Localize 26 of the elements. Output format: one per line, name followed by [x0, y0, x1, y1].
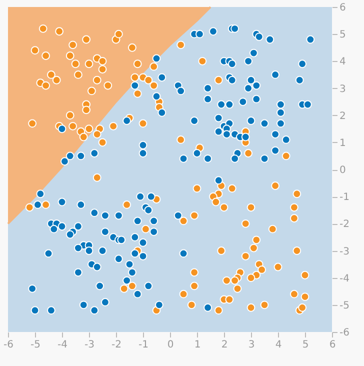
y-tick-label: -6 [340, 328, 350, 338]
y-tick-label: 3 [340, 84, 346, 95]
y-tick-label: -5 [340, 300, 350, 312]
y-tick-label: -1 [340, 192, 350, 204]
x-tick-label: 0 [167, 340, 174, 350]
y-tick-label: 0 [340, 165, 346, 176]
x-tick-label: 3 [248, 340, 255, 350]
x-tick-label: -5 [30, 340, 40, 350]
y-tick-label: 2 [340, 110, 346, 122]
x-tick-label: 5 [302, 340, 309, 350]
y-tick-label: -4 [340, 273, 350, 284]
x-tick-label: -1 [138, 340, 148, 350]
x-tick-label: -6 [4, 340, 14, 350]
y-tick-label: 6 [340, 2, 346, 14]
y-tick-label: 5 [340, 30, 346, 41]
x-tick-label: -2 [112, 340, 122, 350]
x-tick-label: 1 [194, 340, 201, 350]
y-tick-label: 1 [340, 138, 346, 149]
x-tick-label: 4 [275, 340, 282, 350]
x-tick-label: -4 [58, 340, 68, 350]
y-tick-label: -3 [340, 246, 350, 258]
y-tick-label: 4 [340, 56, 346, 68]
y-tick-label: -2 [340, 219, 350, 230]
x-tick-label: 6 [329, 340, 336, 350]
x-tick-label: -3 [84, 340, 94, 350]
x-tick-label: 2 [221, 340, 228, 350]
